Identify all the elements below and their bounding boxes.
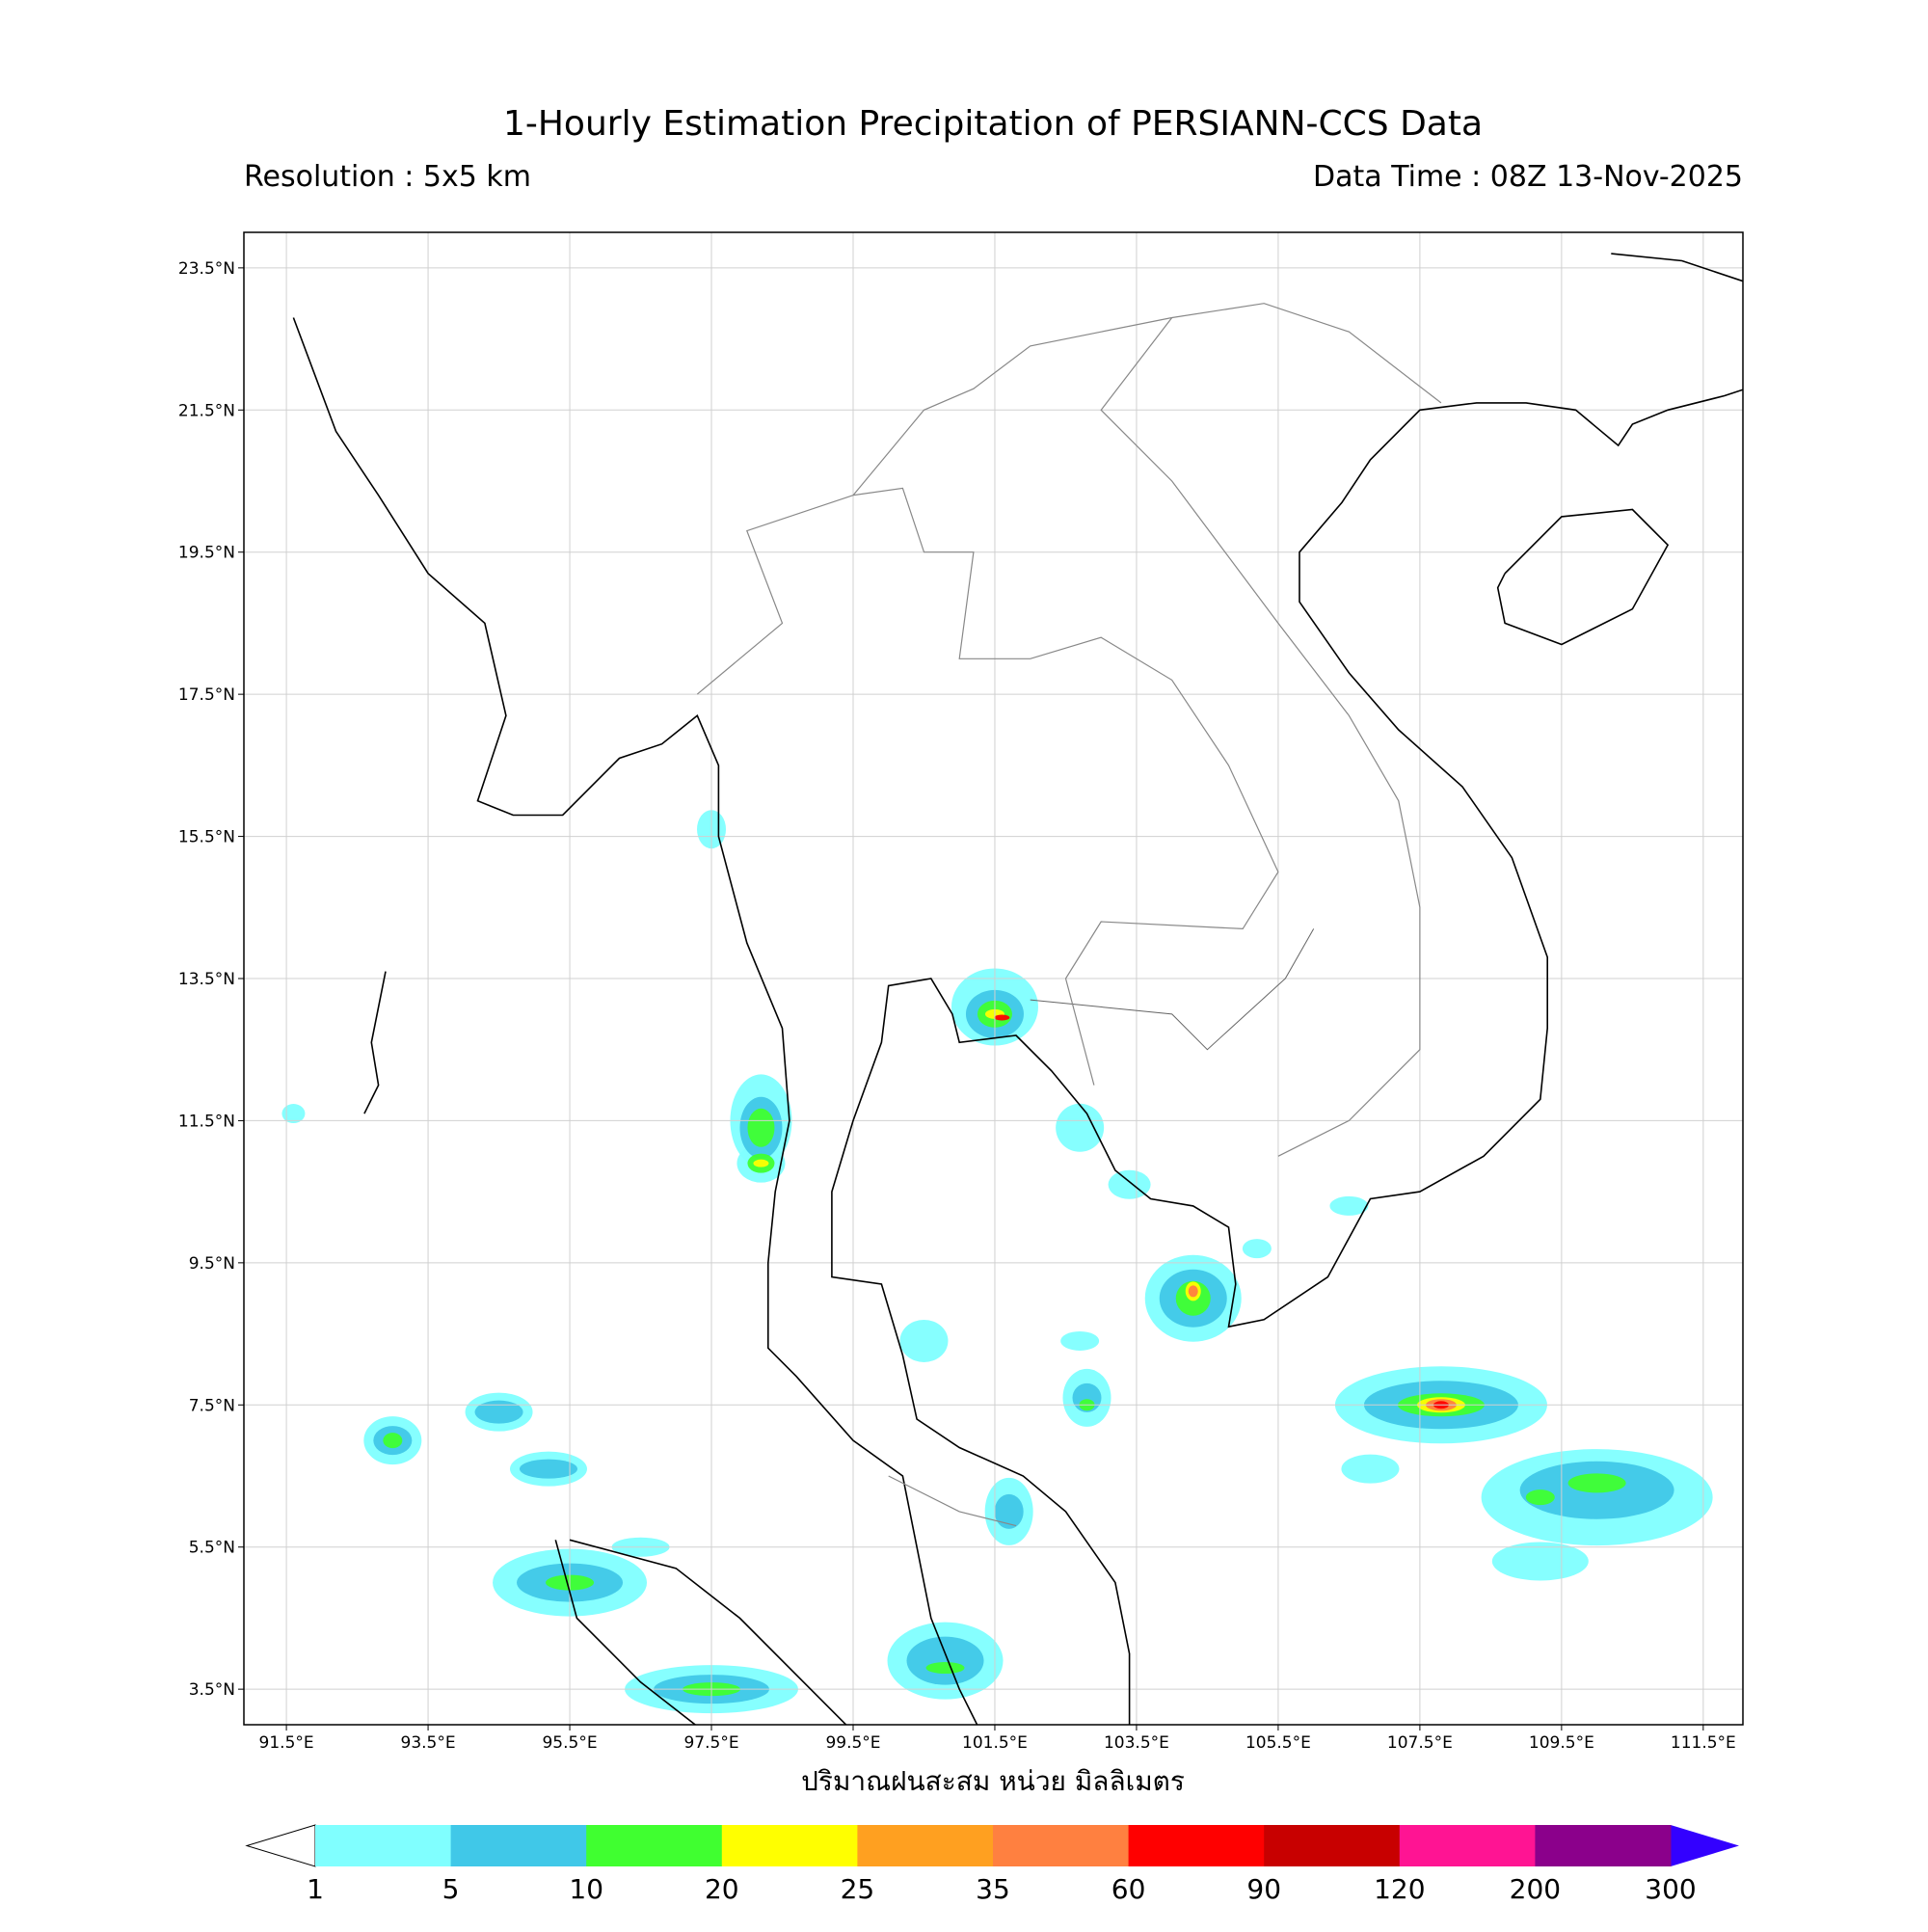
colorbar-tick-label: 1 [307,1873,324,1905]
coastline [831,389,1743,1725]
y-tick-label: 11.5°N [178,1112,235,1131]
rain-area [906,1636,984,1685]
colorbar: 1 5 10 20 25 35 60 90 120 200 300 [245,1824,1739,1905]
colorbar-tick-label: 35 [976,1873,1010,1905]
colorbar-segment [315,1825,452,1866]
axis-ticks: 91.5°E 93.5°E 95.5°E 97.5°E 99.5°E 101.5°E 103… [178,259,1736,1753]
rain-area [899,1319,949,1362]
rain-area [383,1433,403,1449]
x-tick-label: 111.5°E [1671,1733,1736,1753]
coastline [569,1539,847,1725]
data-time: Data Time : 08Z 13-Nov-2025 [1313,160,1743,194]
colorbar-segment [993,1825,1130,1866]
x-tick-label: 109.5°E [1529,1733,1594,1753]
x-tick-label: 103.5°E [1104,1733,1169,1753]
axis-label: ปริมาณฝนสะสม หน่วย มิลลิเมตร [801,1765,1185,1797]
rain-area [1188,1285,1198,1298]
x-tick-label: 93.5°E [401,1733,456,1753]
island [363,971,387,1114]
colorbar-segment [450,1825,587,1866]
x-tick-label: 101.5°E [962,1733,1028,1753]
title: 1-Hourly Estimation Precipitation of PER… [503,104,1483,144]
colorbar-tick-label: 25 [841,1873,875,1905]
rain-area [1491,1542,1589,1581]
coastline [292,317,978,1725]
coastline [554,1540,697,1725]
y-tick-label: 3.5°N [189,1680,235,1700]
x-tick-label: 91.5°E [259,1733,314,1753]
border [1100,317,1421,1157]
rain-area [1341,1454,1400,1484]
y-tick-label: 19.5°N [178,544,235,563]
x-tick-label: 99.5°E [825,1733,880,1753]
border [852,303,1442,496]
colorbar-tick-label: 200 [1510,1873,1561,1905]
border [696,487,1279,1086]
colorbar-over [1671,1825,1739,1866]
colorbar-segment [857,1825,994,1866]
rain-area [474,1400,523,1424]
y-tick-label: 7.5°N [189,1396,235,1415]
colorbar-under [245,1824,316,1867]
x-tick-label: 95.5°E [542,1733,597,1753]
rain-area [925,1662,965,1675]
y-tick-label: 17.5°N [178,685,235,705]
colorbar-tick-label: 90 [1246,1873,1281,1905]
island [1496,508,1670,646]
border [888,1475,1017,1527]
colorbar-segment [721,1825,858,1866]
colorbar-tick-label: 300 [1645,1873,1696,1905]
y-tick-label: 9.5°N [189,1254,235,1274]
rain-area [1329,1195,1369,1216]
y-tick-label: 5.5°N [189,1539,235,1558]
coastline [1611,253,1743,282]
grid [244,232,1743,1725]
colorbar-segment [1535,1825,1672,1866]
rain-area [753,1159,769,1167]
colorbar-tick-label: 20 [705,1873,739,1905]
rain-area [1108,1169,1151,1199]
colorbar-segment [1264,1825,1401,1866]
colorbar-segment [1399,1825,1536,1866]
rain-area [1567,1473,1626,1493]
x-tick-label: 97.5°E [683,1733,738,1753]
colorbar-segment [1128,1825,1265,1866]
coastlines [292,253,1743,1725]
rain-area [1525,1489,1555,1506]
x-tick-label: 107.5°E [1387,1733,1453,1753]
colorbar-segment [586,1825,723,1866]
lake-border [1030,928,1315,1051]
colorbar-tick-label: 10 [569,1873,603,1905]
resolution: Resolution : 5x5 km [244,160,531,194]
y-tick-label: 15.5°N [178,828,235,847]
rain-area [281,1104,306,1124]
colorbar-tick-label: 120 [1374,1873,1425,1905]
rain-area [994,1493,1024,1529]
y-tick-label: 21.5°N [178,401,235,420]
rain-area [1056,1103,1105,1152]
rain-area [1242,1239,1272,1259]
precipitation [281,810,1713,1714]
x-tick-label: 105.5°E [1245,1733,1311,1753]
y-tick-label: 23.5°N [178,259,235,279]
rain-area [1060,1330,1100,1351]
rain-area [747,1108,775,1147]
colorbar-tick-label: 5 [442,1873,460,1905]
y-tick-label: 13.5°N [178,970,235,989]
colorbar-tick-label: 60 [1111,1873,1146,1905]
rain-area [994,1014,1010,1021]
rain-area [519,1459,577,1479]
